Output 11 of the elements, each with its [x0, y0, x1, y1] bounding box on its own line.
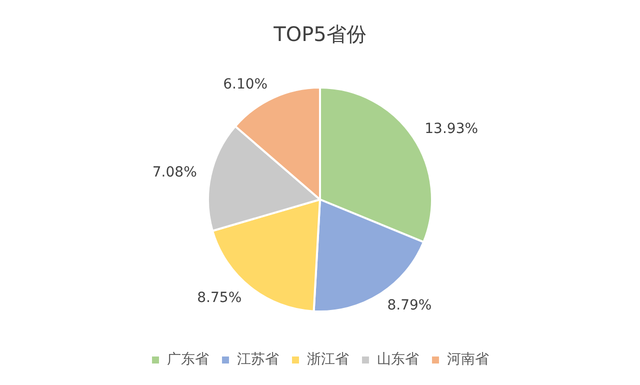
legend-label: 浙江省: [307, 352, 349, 368]
data-label: 13.93%: [424, 120, 478, 137]
legend-label: 江苏省: [237, 352, 279, 368]
data-label: 8.79%: [387, 298, 432, 314]
legend-label: 河南省: [447, 352, 489, 368]
data-label: 8.75%: [197, 290, 242, 306]
data-label: 7.08%: [152, 164, 197, 180]
data-label: 6.10%: [223, 76, 268, 93]
legend-label: 广东省: [167, 352, 209, 368]
chart-title: TOP5省份: [272, 22, 366, 46]
legend-label: 山东省: [377, 352, 419, 368]
